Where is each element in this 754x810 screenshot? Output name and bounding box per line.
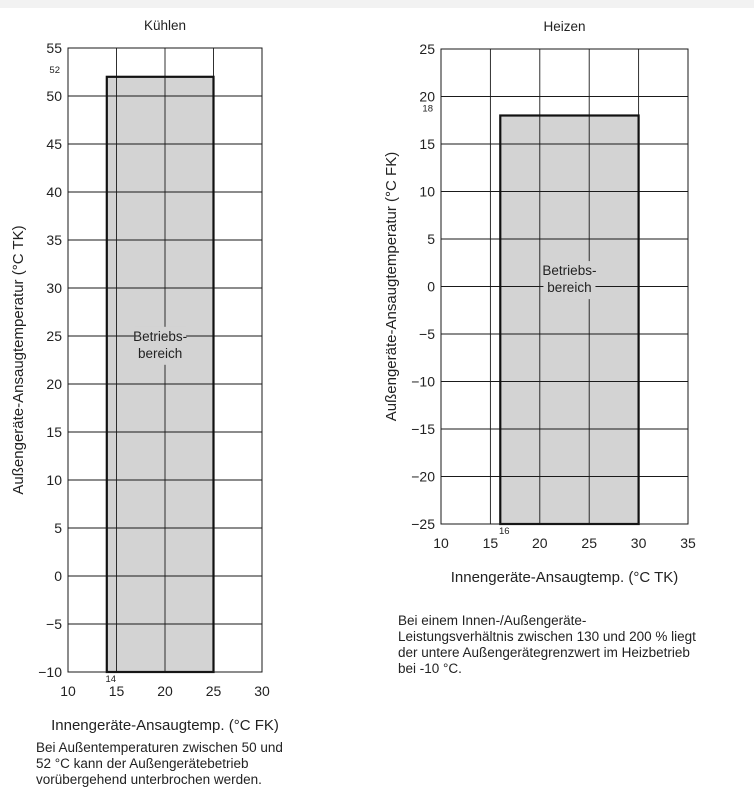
cooling-y-tick-label: 25 (46, 328, 62, 344)
cooling-y-tick-label: 35 (46, 232, 62, 248)
heating-y-tick-label: 20 (419, 89, 435, 105)
charts-svg: Betriebs-bereich 10 15 20 25 30 −10 −5 0 5 10 15 20 2… (10, 18, 696, 734)
heating-x-axis-label: Innengeräte-Ansaugtemp. (°C TK) (451, 569, 679, 586)
note-cooling: Bei Außentemperaturen zwischen 50 und 52… (36, 740, 283, 787)
cooling-title: Kühlen (144, 18, 186, 33)
heating-y-tick-label: −10 (411, 374, 435, 390)
cooling-region-label: Betriebs- (133, 329, 187, 344)
cooling-annotation: 14 (106, 674, 117, 685)
cooling-y-axis-label: Außengeräte-Ansaugtemperatur (°C TK) (10, 225, 27, 494)
cooling-label-bg (134, 326, 187, 365)
heating-y-tick-label: 0 (427, 279, 435, 295)
cooling-x-tick-label: 20 (157, 683, 173, 699)
cooling-x-axis-label: Innengeräte-Ansaugtemp. (°C FK) (51, 717, 279, 734)
note-heating: Bei einem Innen-/Außengeräte- Leistungsv… (398, 613, 696, 676)
heating-annotation: 16 (499, 526, 510, 537)
cooling-y-tick-label: 55 (46, 40, 62, 56)
cooling-y-tick-label: −5 (46, 616, 62, 632)
heating-title: Heizen (543, 19, 585, 34)
heating-chart: Betriebs-bereich 10 15 20 25 30 35 −25 −20 −15 −10… (383, 19, 696, 586)
heating-y-tick-label: 25 (419, 41, 435, 57)
cooling-y-tick-label: 45 (46, 136, 62, 152)
heating-x-tick-label: 35 (680, 535, 696, 551)
cooling-plot-frame (67, 47, 263, 673)
cooling-y-tick-label: 50 (46, 88, 62, 104)
cooling-y-tick-label: 30 (46, 280, 62, 296)
heating-plot-frame (440, 48, 689, 525)
heating-y-axis-label: Außengeräte-Ansaugtemperatur (°C FK) (383, 152, 400, 421)
cooling-y-tick-label: −10 (38, 664, 62, 680)
heating-region-label: bereich (547, 280, 591, 295)
heating-y-tick-label: −25 (411, 516, 435, 532)
heating-y-tick-label: 10 (419, 184, 435, 200)
cooling-y-tick-label: 40 (46, 184, 62, 200)
heating-y-tick-label: −15 (411, 421, 435, 437)
heating-x-tick-label: 20 (532, 535, 548, 551)
heating-x-tick-label: 15 (483, 535, 499, 551)
cooling-y-tick-label: 10 (46, 472, 62, 488)
cooling-y-tick-label: 0 (54, 568, 62, 584)
cooling-y-tick-label: 15 (46, 424, 62, 440)
cooling-annotation: 52 (49, 65, 60, 76)
heating-y-tick-label: 15 (419, 136, 435, 152)
cooling-operating-region (106, 76, 214, 673)
heating-label-bg (543, 261, 596, 300)
cooling-x-tick-label: 30 (254, 683, 270, 699)
top-bar (0, 0, 754, 8)
heating-operating-region (500, 115, 639, 524)
heating-x-tick-label: 10 (433, 535, 449, 551)
heating-x-tick-label: 30 (631, 535, 647, 551)
heating-y-tick-label: −5 (419, 326, 435, 342)
cooling-x-tick-label: 10 (60, 683, 76, 699)
cooling-y-tick-label: 5 (54, 520, 62, 536)
cooling-region-label: bereich (138, 346, 182, 361)
heating-annotation: 18 (422, 104, 433, 115)
cooling-x-tick-label: 15 (109, 683, 125, 699)
cooling-y-tick-label: 20 (46, 376, 62, 392)
heating-y-tick-label: 5 (427, 231, 435, 247)
cooling-chart: Betriebs-bereich 10 15 20 25 30 −10 −5 0 5 10 15 20 2… (10, 18, 279, 734)
heating-y-tick-label: −20 (411, 469, 435, 485)
heating-region-label: Betriebs- (542, 263, 596, 278)
cooling-x-tick-label: 25 (206, 683, 222, 699)
heating-x-tick-label: 25 (581, 535, 597, 551)
